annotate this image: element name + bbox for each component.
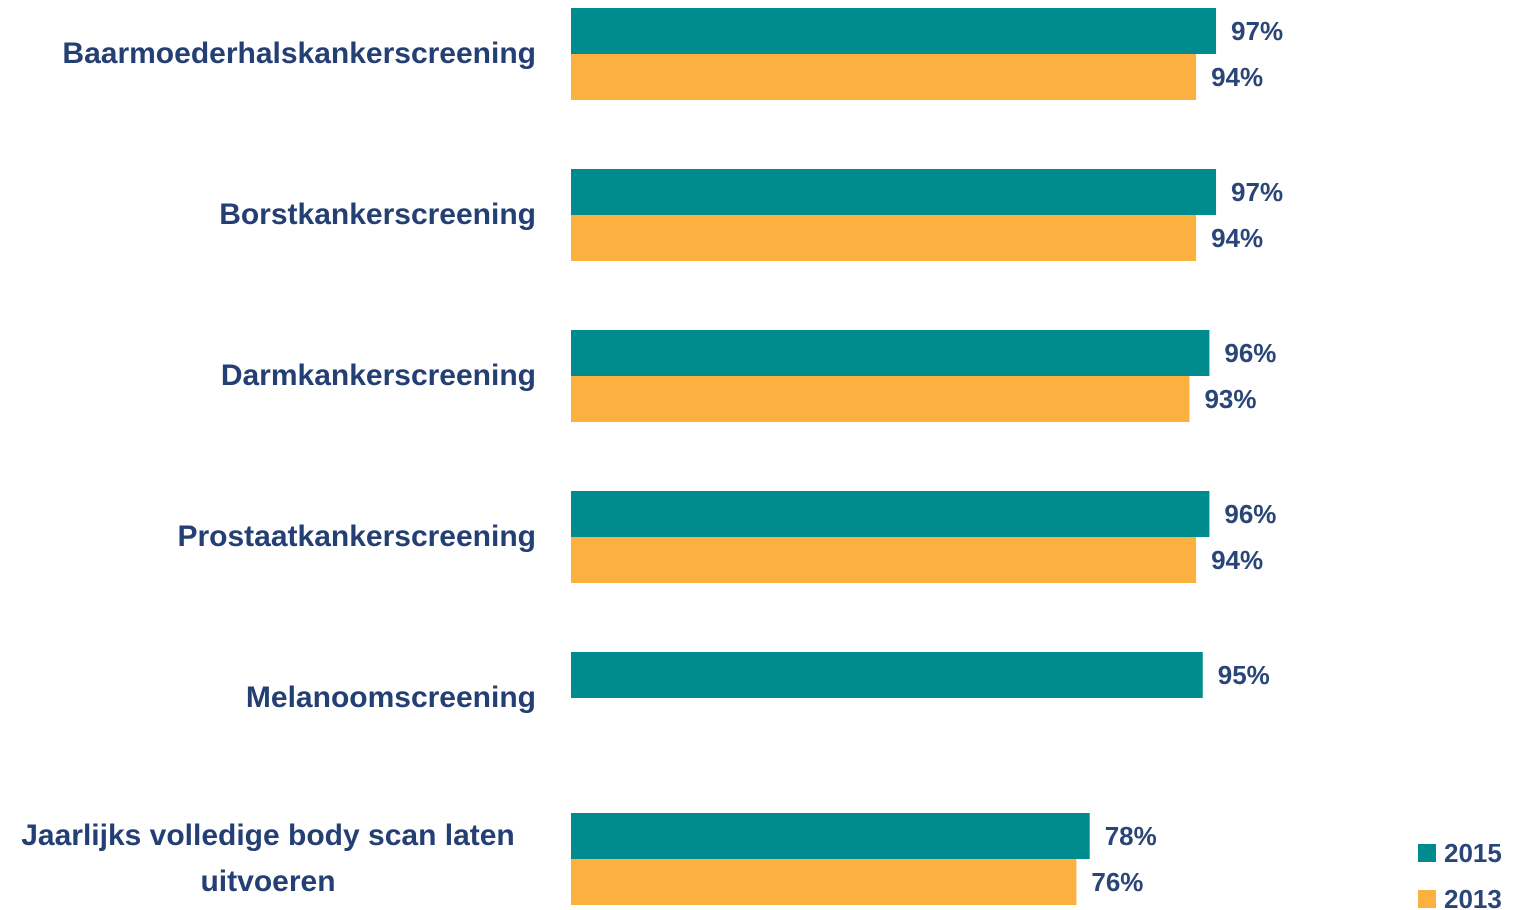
bar xyxy=(571,376,1190,422)
legend-swatch xyxy=(1418,844,1436,862)
bar xyxy=(571,330,1210,376)
category-label-box: Baarmoederhalskankerscreening xyxy=(0,8,536,100)
bar xyxy=(571,169,1217,215)
category-label-box: Prostaatkankerscreening xyxy=(0,491,536,583)
bar xyxy=(571,652,1203,698)
value-label: 96% xyxy=(1224,499,1276,529)
category-label: Jaarlijks volledige body scan laten uitv… xyxy=(21,819,515,898)
value-label: 94% xyxy=(1211,223,1263,253)
legend-swatch xyxy=(1418,890,1436,908)
value-label: 76% xyxy=(1091,867,1143,897)
bar xyxy=(571,54,1197,100)
category-label-box: Darmkankerscreening xyxy=(0,330,536,422)
value-label: 78% xyxy=(1105,821,1157,851)
legend-label: 2013 xyxy=(1444,884,1502,910)
bar xyxy=(571,813,1090,859)
category-label: Borstkankerscreening xyxy=(219,198,536,231)
category-label-box: Borstkankerscreening xyxy=(0,169,536,261)
category-label-box: Jaarlijks volledige body scan laten uitv… xyxy=(0,813,536,905)
value-label: 94% xyxy=(1211,545,1263,575)
category-label: Darmkankerscreening xyxy=(220,359,536,392)
legend-label: 2015 xyxy=(1444,838,1502,868)
value-label: 96% xyxy=(1224,338,1276,368)
category-label-box: Melanoomscreening xyxy=(0,652,536,744)
value-label: 97% xyxy=(1231,16,1283,46)
value-label: 93% xyxy=(1204,384,1256,414)
bar xyxy=(571,859,1077,905)
value-label: 94% xyxy=(1211,62,1263,92)
bar xyxy=(571,491,1210,537)
value-label: 97% xyxy=(1231,177,1283,207)
bar xyxy=(571,537,1197,583)
category-label: Melanoomscreening xyxy=(245,681,536,714)
category-label: Prostaatkankerscreening xyxy=(177,520,536,553)
bar xyxy=(571,8,1217,54)
value-label: 95% xyxy=(1218,660,1270,690)
category-label: Baarmoederhalskankerscreening xyxy=(62,37,536,70)
bar xyxy=(571,215,1197,261)
